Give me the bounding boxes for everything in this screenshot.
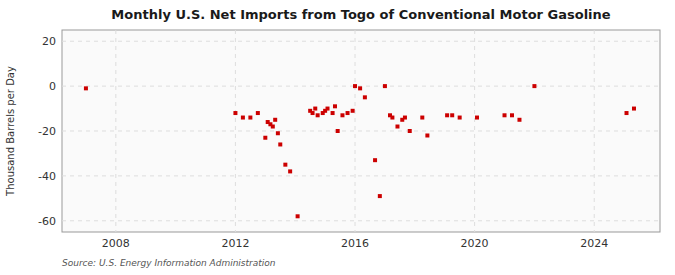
point <box>288 169 292 173</box>
point <box>313 107 317 111</box>
x-tick-label: 2016 <box>341 237 369 250</box>
x-tick-label: 2024 <box>580 237 608 250</box>
x-grid-line <box>115 30 116 232</box>
y-grid-line <box>62 175 660 176</box>
point <box>503 113 507 117</box>
point <box>276 131 280 135</box>
y-grid-line <box>62 220 660 221</box>
point <box>358 86 362 90</box>
point <box>378 194 382 198</box>
point <box>351 109 355 113</box>
x-grid-line <box>474 30 475 232</box>
point <box>625 111 629 115</box>
x-tick-label: 2008 <box>102 237 130 250</box>
y-tick-label: 20 <box>42 35 56 48</box>
y-grid-line <box>62 41 660 42</box>
point <box>273 118 277 122</box>
point <box>383 84 387 88</box>
point <box>311 111 315 115</box>
point <box>517 118 521 122</box>
tick-labels: -60 -40 -20 0 20 2008 2012 2016 2020 2024 <box>38 35 608 250</box>
y-tick-label: 0 <box>49 80 56 93</box>
point <box>420 116 424 120</box>
point <box>263 136 267 140</box>
plot-frame <box>62 30 660 232</box>
x-tick-label: 2012 <box>221 237 249 250</box>
point <box>278 142 282 146</box>
x-grid-line <box>235 30 236 232</box>
y-axis-label: Thousand Barrels per Day <box>5 66 16 197</box>
y-tick-label: -60 <box>38 215 56 228</box>
point <box>395 125 399 129</box>
source-note: Source: U.S. Energy Information Administ… <box>62 258 276 268</box>
point <box>346 111 350 115</box>
chart: -60 -40 -20 0 20 2008 2012 2016 2020 2024 Monthly … <box>0 0 675 275</box>
point <box>340 113 344 117</box>
point <box>296 214 300 218</box>
y-grid-line <box>62 131 660 132</box>
grid <box>62 30 660 232</box>
point <box>425 133 429 137</box>
point <box>532 84 536 88</box>
point <box>510 113 514 117</box>
x-tick-label: 2020 <box>461 237 489 250</box>
point <box>363 95 367 99</box>
point <box>373 158 377 162</box>
point <box>450 113 454 117</box>
title: Monthly U.S. Net Imports from Togo of Co… <box>111 7 610 22</box>
point <box>475 116 479 120</box>
y-tick-label: -20 <box>38 125 56 138</box>
point <box>84 86 88 90</box>
point <box>256 111 260 115</box>
point <box>408 129 412 133</box>
point <box>390 116 394 120</box>
point <box>403 116 407 120</box>
point <box>331 111 335 115</box>
point <box>271 125 275 129</box>
y-tick-label: -40 <box>38 170 56 183</box>
point <box>353 84 357 88</box>
point <box>316 113 320 117</box>
point <box>632 107 636 111</box>
point <box>445 113 449 117</box>
point <box>326 107 330 111</box>
point <box>336 129 340 133</box>
x-grid-line <box>594 30 595 232</box>
point <box>458 116 462 120</box>
x-grid-line <box>355 30 356 232</box>
point <box>283 163 287 167</box>
point <box>248 116 252 120</box>
point <box>241 116 245 120</box>
points <box>84 84 636 218</box>
point <box>233 111 237 115</box>
point <box>333 104 337 108</box>
